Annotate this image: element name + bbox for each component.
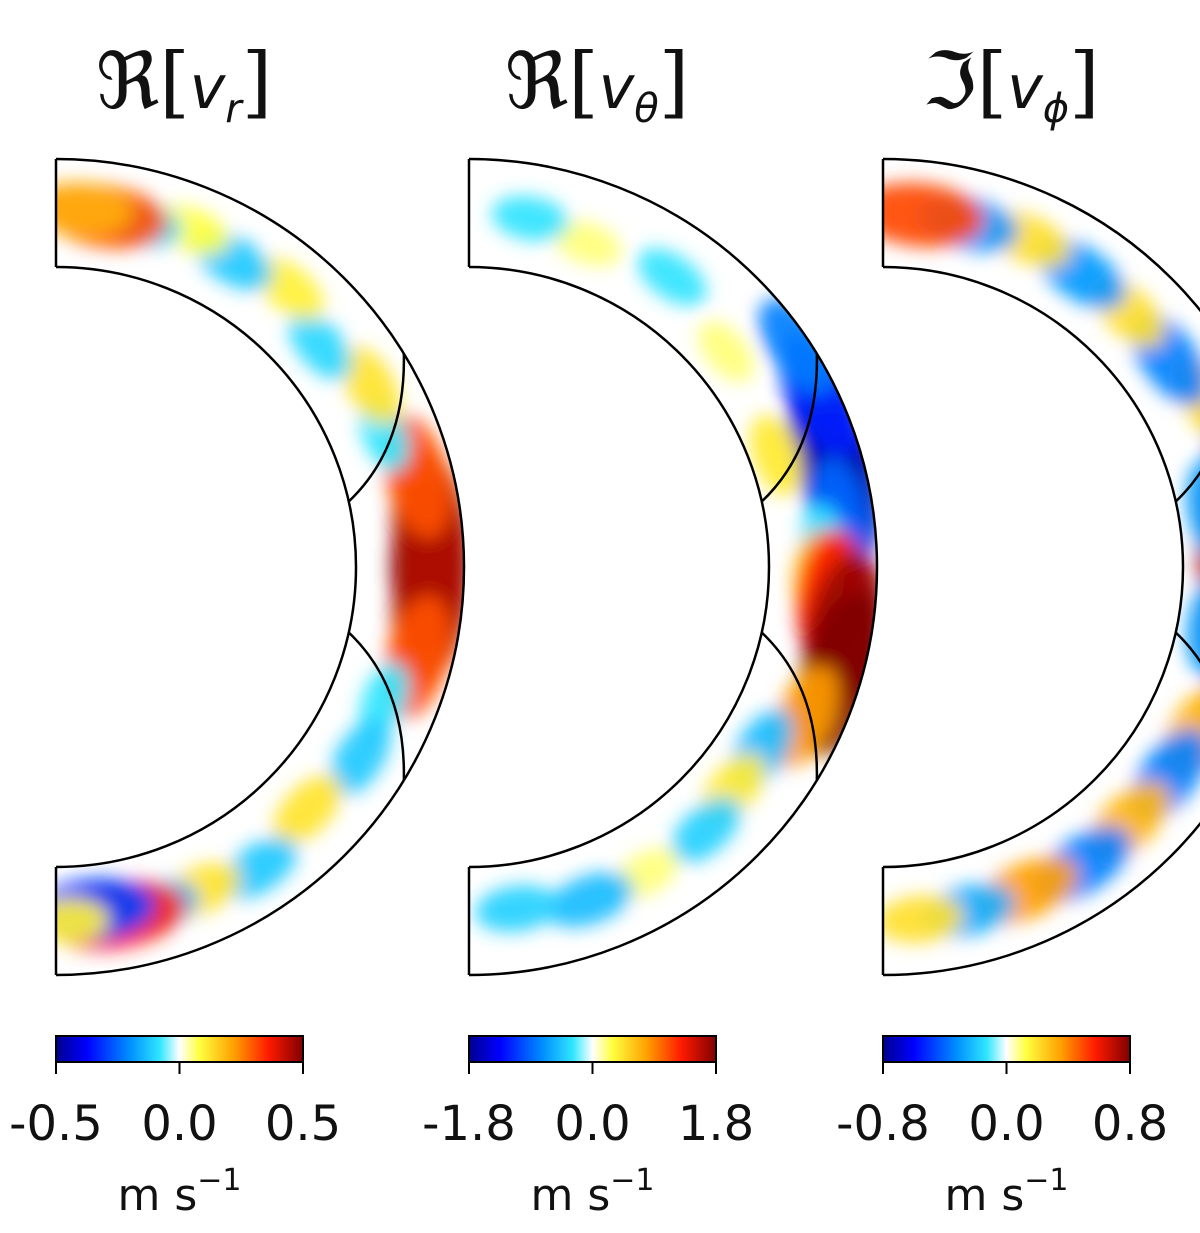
colorbar: -0.5 0.0 0.5 m s−1: [9, 1035, 341, 1221]
field-blob: [698, 320, 755, 382]
colorbar-gradient: [882, 1035, 1131, 1063]
field-blob: [883, 182, 985, 248]
title-suffix: ]: [1069, 37, 1099, 127]
title-prefix: ℜ[: [505, 37, 599, 127]
colorbar-tick-label: 0.0: [554, 1096, 630, 1152]
colorbar: -1.8 0.0 1.8 m s−1: [422, 1035, 754, 1221]
colorbar-tick-label: -0.8: [836, 1096, 930, 1152]
field-blob: [56, 182, 133, 237]
panel-title: ℜ[vθ]: [505, 37, 689, 132]
title-subscript: r: [225, 86, 244, 132]
field-blob: [749, 414, 802, 496]
colorbar-unit: m s−1: [944, 1163, 1068, 1221]
panel-title: ℑ[vϕ]: [922, 37, 1099, 132]
field-blob: [491, 195, 570, 241]
title-symbol: v: [599, 53, 636, 123]
colorbar-unit: m s−1: [530, 1163, 654, 1221]
inner-boundary: [882, 265, 1185, 869]
colorbar-gradient: [468, 1035, 717, 1063]
field-blob: [220, 837, 298, 900]
inner-boundary: [468, 265, 771, 869]
field-blob: [329, 718, 391, 796]
outer-boundary: [55, 157, 466, 977]
colorbar-tick-label: 1.8: [678, 1096, 754, 1152]
contour-line-north: [760, 353, 819, 503]
contour-line-south: [1174, 631, 1200, 781]
colorbar: -0.8 0.0 0.8 m s−1: [836, 1035, 1168, 1221]
contour-line-south: [347, 631, 406, 781]
title-subscript: θ: [634, 86, 658, 132]
colorbar-unit: m s−1: [117, 1163, 241, 1221]
title-prefix: ℜ[: [96, 37, 190, 127]
field-blob: [288, 310, 352, 380]
contour-line-north: [1174, 353, 1200, 503]
velocity-field: [475, 195, 877, 932]
field-blob: [272, 774, 342, 845]
field-blob: [56, 898, 110, 944]
field-blob: [637, 248, 707, 306]
contour-line-south: [760, 631, 819, 781]
field-blob: [670, 797, 741, 864]
colorbar-tick-label: 0.8: [1092, 1096, 1168, 1152]
field-blob: [254, 257, 325, 321]
field-blob: [883, 895, 964, 943]
colorbar-tick-label: 0.0: [141, 1096, 217, 1152]
title-symbol: v: [1007, 53, 1044, 123]
title-symbol: v: [190, 53, 227, 123]
colorbar-tick-label: -0.5: [9, 1096, 103, 1152]
title-suffix: ]: [242, 37, 272, 127]
title-suffix: ]: [659, 37, 689, 127]
field-blob: [340, 346, 401, 425]
panel-2: ℜ[vθ] -1.8 0.0 1.8 m s−1: [422, 37, 879, 1221]
field-blob: [546, 872, 634, 928]
panel-title: ℜ[vr]: [96, 37, 272, 132]
colorbar-tick-label: -1.8: [422, 1096, 516, 1152]
field-blob: [475, 885, 559, 932]
inner-boundary: [55, 265, 358, 869]
outer-boundary: [468, 157, 879, 977]
colorbar-tick-label: 0.5: [265, 1096, 341, 1152]
panel-3: ℑ[vϕ] -0.8 0.0 0.8 m s−1: [836, 37, 1200, 1221]
shell-background: [883, 159, 1200, 975]
contour-line-north: [347, 353, 406, 503]
colorbar-gradient: [55, 1035, 304, 1063]
panel-1: ℜ[vr] -0.5 0.0 0.5 m s−1: [9, 37, 466, 1221]
title-subscript: ϕ: [1043, 86, 1069, 132]
title-prefix: ℑ[: [922, 37, 1007, 127]
field-blob: [552, 220, 622, 266]
outer-boundary: [882, 157, 1200, 977]
colorbar-tick-label: 0.0: [968, 1096, 1044, 1152]
